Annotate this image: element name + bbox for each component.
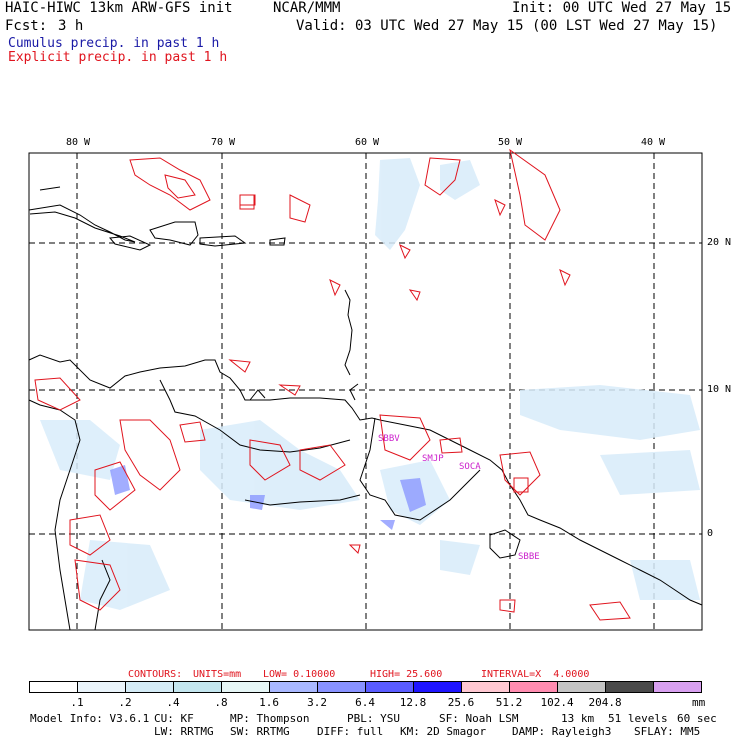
colorbar-swatch bbox=[557, 681, 606, 693]
colorbar-swatch bbox=[509, 681, 558, 693]
station-sbbv: SBBV bbox=[378, 434, 400, 444]
explicit-contours bbox=[34, 148, 631, 621]
colorbar-swatch bbox=[173, 681, 222, 693]
footer-model-info: Model Info: V3.6.1 bbox=[30, 712, 150, 725]
colorbar-tick: 6.4 bbox=[355, 696, 375, 709]
footer-res: 13 km bbox=[561, 712, 595, 725]
colorbar-swatch bbox=[461, 681, 510, 693]
legend-explicit: Explicit precip. in past 1 h bbox=[8, 50, 228, 65]
init-time: Init: 00 UTC Wed 27 May 15 bbox=[512, 0, 732, 16]
footer-sf: SF: Noah LSM bbox=[439, 712, 519, 725]
colorbar-tick: 12.8 bbox=[399, 696, 427, 709]
model-title: HAIC-HIWC 13km ARW-GFS init bbox=[5, 0, 233, 16]
lon-label-40w: 40 W bbox=[641, 137, 666, 148]
colorbar-swatch bbox=[221, 681, 270, 693]
colorbar-tick: .2 bbox=[118, 696, 132, 709]
colorbar-tick: 25.6 bbox=[447, 696, 475, 709]
colorbar-swatch bbox=[317, 681, 366, 693]
lat-label-20n: 20 N bbox=[707, 237, 732, 248]
footer-levels: 51 levels bbox=[608, 712, 668, 725]
station-sbbe: SBBE bbox=[518, 552, 540, 562]
footer-pbl: PBL: YSU bbox=[347, 712, 400, 725]
footer-diff: DIFF: full bbox=[317, 725, 384, 738]
legend-cumulus: Cumulus precip. in past 1 h bbox=[8, 36, 220, 51]
colorbar-tick: 51.2 bbox=[495, 696, 523, 709]
station-soca: SOCA bbox=[459, 462, 481, 472]
colorbar-unit: mm bbox=[692, 696, 706, 709]
colorbar-tick: 1.6 bbox=[259, 696, 279, 709]
colorbar-swatch bbox=[269, 681, 318, 693]
colorbar-tick: .4 bbox=[166, 696, 180, 709]
colorbar-swatch bbox=[413, 681, 462, 693]
footer-km: KM: 2D Smagor bbox=[400, 725, 487, 738]
max-markers bbox=[239, 194, 529, 493]
contours-interval: INTERVAL=X 4.0000 bbox=[481, 669, 590, 680]
colorbar-swatch bbox=[365, 681, 414, 693]
colorbar-swatch bbox=[77, 681, 126, 693]
colorbar-tick: 3.2 bbox=[307, 696, 327, 709]
colorbar-tick: 102.4 bbox=[540, 696, 574, 709]
footer-damp: DAMP: Rayleigh3 bbox=[512, 725, 612, 738]
cumulus-shading bbox=[40, 158, 700, 610]
fcst-value: 3 h bbox=[58, 18, 84, 34]
fcst-label: Fcst: bbox=[5, 18, 48, 34]
coastlines bbox=[28, 186, 703, 631]
colorbar-swatch bbox=[125, 681, 174, 693]
lon-label-60w: 60 W bbox=[355, 137, 380, 148]
colorbar-swatch bbox=[653, 681, 702, 693]
footer-timestep: 60 sec bbox=[677, 712, 717, 725]
lon-label-50w: 50 W bbox=[498, 137, 523, 148]
colorbar-tick: 204.8 bbox=[588, 696, 622, 709]
station-smjp: SMJP bbox=[422, 454, 444, 464]
contours-label: CONTOURS: bbox=[128, 669, 183, 680]
colorbar-tick: .1 bbox=[70, 696, 84, 709]
contours-low: LOW= 0.10000 bbox=[263, 669, 336, 680]
org-label: NCAR/MMM bbox=[273, 0, 341, 16]
footer-sflay: SFLAY: MM5 bbox=[634, 725, 701, 738]
footer-mp: MP: Thompson bbox=[230, 712, 310, 725]
colorbar-tick: .8 bbox=[214, 696, 228, 709]
contours-units: UNITS=mm bbox=[193, 669, 242, 680]
colorbar-swatch bbox=[605, 681, 654, 693]
colorbar-swatch bbox=[29, 681, 78, 693]
lon-label-70w: 70 W bbox=[211, 137, 236, 148]
footer-lw: LW: RRTMG bbox=[154, 725, 214, 738]
contours-high: HIGH= 25.600 bbox=[370, 669, 443, 680]
valid-time: Valid: 03 UTC Wed 27 May 15 (00 LST Wed … bbox=[296, 18, 718, 34]
lon-label-80w: 80 W bbox=[66, 137, 91, 148]
footer-sw: SW: RRTMG bbox=[230, 725, 290, 738]
lat-label-10n: 10 N bbox=[707, 384, 732, 395]
footer-cu: CU: KF bbox=[154, 712, 194, 725]
lat-label-0: 0 bbox=[707, 528, 714, 539]
